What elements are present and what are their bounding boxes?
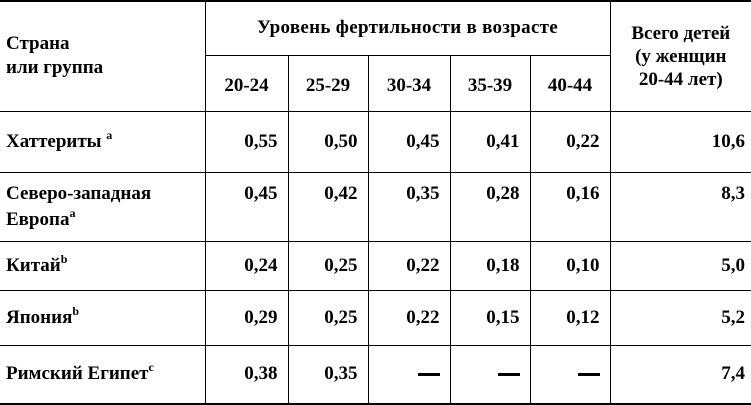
- no-data-dash: [417, 373, 440, 377]
- country-cell: Хаттериты a: [0, 110, 205, 172]
- table-row-japan: Японияb 0,29 0,25 0,22 0,15 0,12 5,2: [0, 289, 751, 345]
- total-cell: 5,0: [609, 240, 751, 290]
- country-name-line-1: Северо-западная: [6, 182, 152, 204]
- value-cell: 0,25: [287, 240, 368, 290]
- total-cell: 7,4: [609, 344, 751, 405]
- total-header-line-3: 20-44 лет): [638, 68, 723, 90]
- no-data-cell: [367, 344, 450, 405]
- age-header-40-44: 40-44: [529, 54, 611, 111]
- no-data-dash: [497, 373, 520, 377]
- value-cell: 0,24: [204, 240, 288, 290]
- total-header-line-2: (у женщин: [635, 45, 727, 67]
- total-cell: 8,3: [609, 171, 751, 241]
- country-cell: Северо-западная Европаa: [0, 171, 205, 241]
- no-data-dash: [577, 373, 600, 377]
- value-cell: 0,15: [449, 289, 530, 345]
- value-cell: 0,55: [204, 110, 288, 172]
- country-name: Римский Египет: [6, 363, 149, 385]
- value-cell: 0,22: [367, 240, 450, 290]
- fertility-group-header: Уровень фертильности в возрасте: [204, 0, 611, 55]
- value-cell: 0,28: [449, 171, 530, 241]
- country-cell: Китайb: [0, 240, 205, 290]
- total-cell: 10,6: [609, 110, 751, 172]
- table-row-china: Китайb 0,24 0,25 0,22 0,18 0,10 5,0: [0, 240, 751, 290]
- table-row-nw-europe: Северо-западная Европаa 0,45 0,42 0,35 0…: [0, 171, 751, 241]
- footnote-marker: a: [69, 205, 76, 220]
- country-column-header: Страна или группа: [0, 0, 205, 111]
- country-name: Япония: [6, 306, 73, 328]
- age-header-25-29: 25-29: [287, 54, 368, 111]
- footnote-marker: b: [72, 303, 80, 318]
- country-name-line-2: Европа: [6, 208, 70, 230]
- value-cell: 0,38: [204, 344, 288, 405]
- value-cell: 0,42: [287, 171, 368, 241]
- value-cell: 0,18: [449, 240, 530, 290]
- table-row-roman-egypt: Римский Египетc 0,38 0,35 7,4: [0, 344, 751, 405]
- header-row-1: Страна или группа Уровень фертильности в…: [0, 0, 751, 111]
- value-cell: 0,22: [367, 289, 450, 345]
- value-cell: 0,41: [449, 110, 530, 172]
- footnote-marker: a: [106, 127, 113, 142]
- table-row-hutterites: Хаттериты a 0,55 0,50 0,45 0,41 0,22 10,…: [0, 110, 751, 172]
- country-cell: Японияb: [0, 289, 205, 345]
- footnote-marker: b: [60, 251, 68, 266]
- country-header-line-1: Страна: [6, 33, 70, 55]
- value-cell: 0,35: [287, 344, 368, 405]
- age-header-20-24: 20-24: [204, 54, 288, 111]
- total-header-line-1: Всего детей: [631, 22, 731, 44]
- age-header-30-34: 30-34: [367, 54, 450, 111]
- value-cell: 0,12: [529, 289, 611, 345]
- age-header-35-39: 35-39: [449, 54, 530, 111]
- no-data-cell: [449, 344, 530, 405]
- value-cell: 0,45: [367, 110, 450, 172]
- footnote-marker: c: [148, 360, 154, 375]
- header-row-2: 20-24 25-29 30-34 35-39 40-44: [0, 54, 751, 111]
- country-name: Хаттериты: [6, 130, 107, 152]
- country-name: Китай: [6, 254, 61, 276]
- no-data-cell: [529, 344, 611, 405]
- value-cell: 0,35: [367, 171, 450, 241]
- total-children-header: Всего детей (у женщин 20-44 лет): [609, 0, 751, 111]
- total-cell: 5,2: [609, 289, 751, 345]
- country-header-line-2: или группа: [6, 57, 104, 79]
- value-cell: 0,25: [287, 289, 368, 345]
- value-cell: 0,10: [529, 240, 611, 290]
- value-cell: 0,29: [204, 289, 288, 345]
- value-cell: 0,22: [529, 110, 611, 172]
- country-cell: Римский Египетc: [0, 344, 205, 405]
- value-cell: 0,16: [529, 171, 611, 241]
- value-cell: 0,45: [204, 171, 288, 241]
- value-cell: 0,50: [287, 110, 368, 172]
